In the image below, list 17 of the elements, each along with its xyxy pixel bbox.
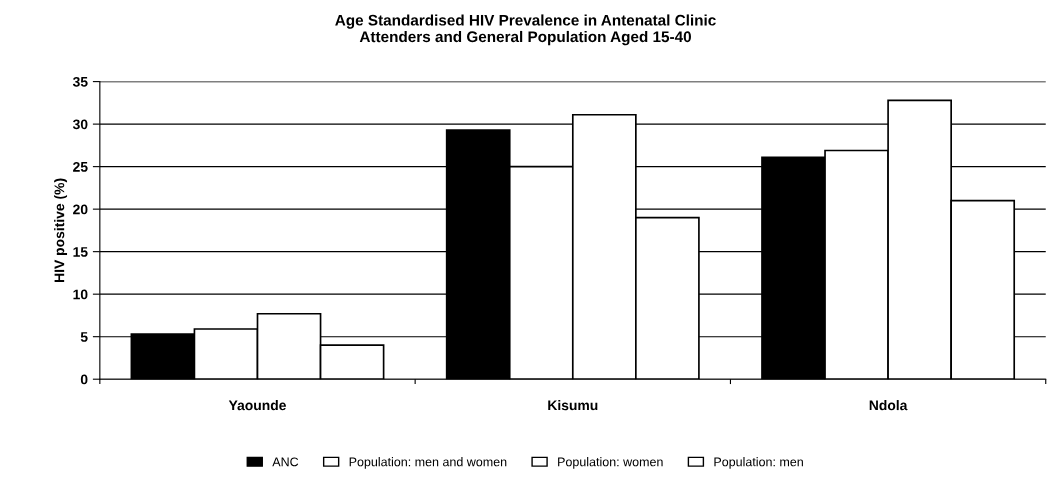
y-tick-label: 5 [80, 332, 88, 342]
legend-label: Population: men and women [349, 457, 507, 469]
legend-label: Population: men [714, 457, 803, 469]
y-tick-label: 0 [80, 374, 88, 385]
y-tick-label: 25 [73, 161, 88, 172]
y-axis-title: HIV positive (%) [54, 178, 68, 282]
x-tick-label: Kisumu [548, 400, 598, 411]
y-tick-label: 15 [73, 247, 88, 257]
x-tick-label: Ndola [869, 400, 908, 411]
y-tick-label: 35 [72, 76, 88, 87]
y-tick-label: 20 [73, 204, 88, 215]
legend-label: Population: women [558, 457, 663, 469]
y-tick-label: 10 [73, 289, 88, 300]
chart-title: Age Standardised HIV Prevalence in Antenatal Clinic Attenders and General Population Aged 15-40 [335, 14, 716, 46]
y-tick-label: 30 [72, 119, 88, 130]
legend-label: ANC [272, 457, 299, 467]
x-tick-label: Yaounde [228, 400, 286, 411]
